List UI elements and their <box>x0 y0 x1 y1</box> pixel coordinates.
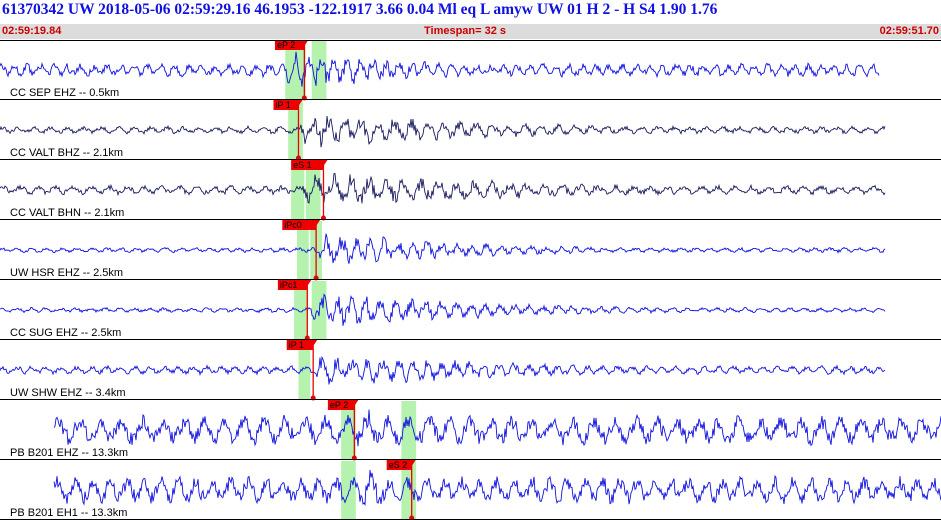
channel-label: PB B201 EH1 -- 13.3km <box>10 507 127 519</box>
pick-window <box>311 41 327 100</box>
pick-label-tag[interactable] <box>286 340 314 350</box>
pick-label: iP 1 <box>275 100 290 110</box>
pick-window <box>305 161 321 220</box>
pick-label-tag[interactable] <box>386 460 412 470</box>
pick-window <box>294 281 308 340</box>
channel-label: UW HSR EHZ -- 2.5km <box>10 267 123 279</box>
trace-row[interactable]: iP 1 CC VALT BHZ -- 2.1km <box>0 100 941 161</box>
pick-label: iP 1 <box>289 340 304 350</box>
waveform-trace <box>0 115 886 148</box>
pick-label-tag[interactable] <box>282 220 317 230</box>
trace-row[interactable]: eP 2 CC SEP EHZ -- 0.5km <box>0 40 941 101</box>
pick-window <box>341 401 356 460</box>
channel-label: PB B201 EHZ -- 13.3km <box>10 447 128 459</box>
trace-row[interactable]: iPc0 UW HSR EHZ -- 2.5km <box>0 220 941 281</box>
pick-window <box>401 461 417 520</box>
waveform-trace <box>0 293 886 326</box>
event-summary-title: 61370342 UW 2018-05-06 02:59:29.16 46.19… <box>2 1 718 18</box>
channel-label: CC VALT BHN -- 2.1km <box>10 207 124 219</box>
pick-label: iPc0 <box>284 220 302 230</box>
channel-label: CC SUG EHZ -- 2.5km <box>10 327 121 339</box>
channel-label: UW SHW EHZ -- 3.4km <box>10 387 126 399</box>
trace-row[interactable]: eS 2 PB B201 EH1 -- 13.3km <box>0 460 941 520</box>
waveform-trace <box>0 173 886 204</box>
pick-window <box>291 161 305 220</box>
waveform-trace <box>53 409 941 447</box>
trace-row[interactable]: iPc1 CC SUG EHZ -- 2.5km <box>0 280 941 341</box>
pick-label: iPc1 <box>280 280 298 290</box>
pick-window <box>285 41 306 100</box>
pick-window <box>401 401 417 460</box>
pick-label: eP 2 <box>330 400 348 410</box>
pick-label-tag[interactable] <box>277 280 308 290</box>
time-axis-bar: 02:59:19.84 Timespan= 32 s 02:59:51.70 <box>0 24 941 39</box>
waveform-trace <box>0 233 886 264</box>
waveform-trace <box>0 355 886 385</box>
pick-label-tag[interactable] <box>274 40 305 50</box>
trace-row[interactable]: eS 1 CC VALT BHN -- 2.1km <box>0 160 941 221</box>
pick-label-tag[interactable] <box>291 160 324 170</box>
pick-label: eP 2 <box>277 40 295 50</box>
channel-label: CC VALT BHZ -- 2.1km <box>10 147 123 159</box>
pick-end-dot <box>409 515 415 520</box>
waveform-trace <box>53 469 941 506</box>
channel-label: CC SEP EHZ -- 0.5km <box>10 87 119 99</box>
waveform-trace <box>0 51 880 87</box>
end-time-label: 02:59:51.70 <box>879 25 939 37</box>
trace-row[interactable]: eP 2 PB B201 EHZ -- 13.3km <box>0 400 941 461</box>
pick-window <box>298 341 311 400</box>
pick-label: eS 2 <box>389 460 408 470</box>
pick-label-tag[interactable] <box>327 400 355 410</box>
header: 61370342 UW 2018-05-06 02:59:29.16 46.19… <box>0 0 941 40</box>
pick-label: eS 1 <box>293 160 312 170</box>
trace-row[interactable]: iP 1 UW SHW EHZ -- 3.4km <box>0 340 941 401</box>
pick-window <box>341 461 356 520</box>
pick-window <box>288 101 303 160</box>
pick-label-tag[interactable] <box>273 100 299 110</box>
timespan-label: Timespan= 32 s <box>424 25 507 37</box>
start-time-label: 02:59:19.84 <box>2 25 62 37</box>
